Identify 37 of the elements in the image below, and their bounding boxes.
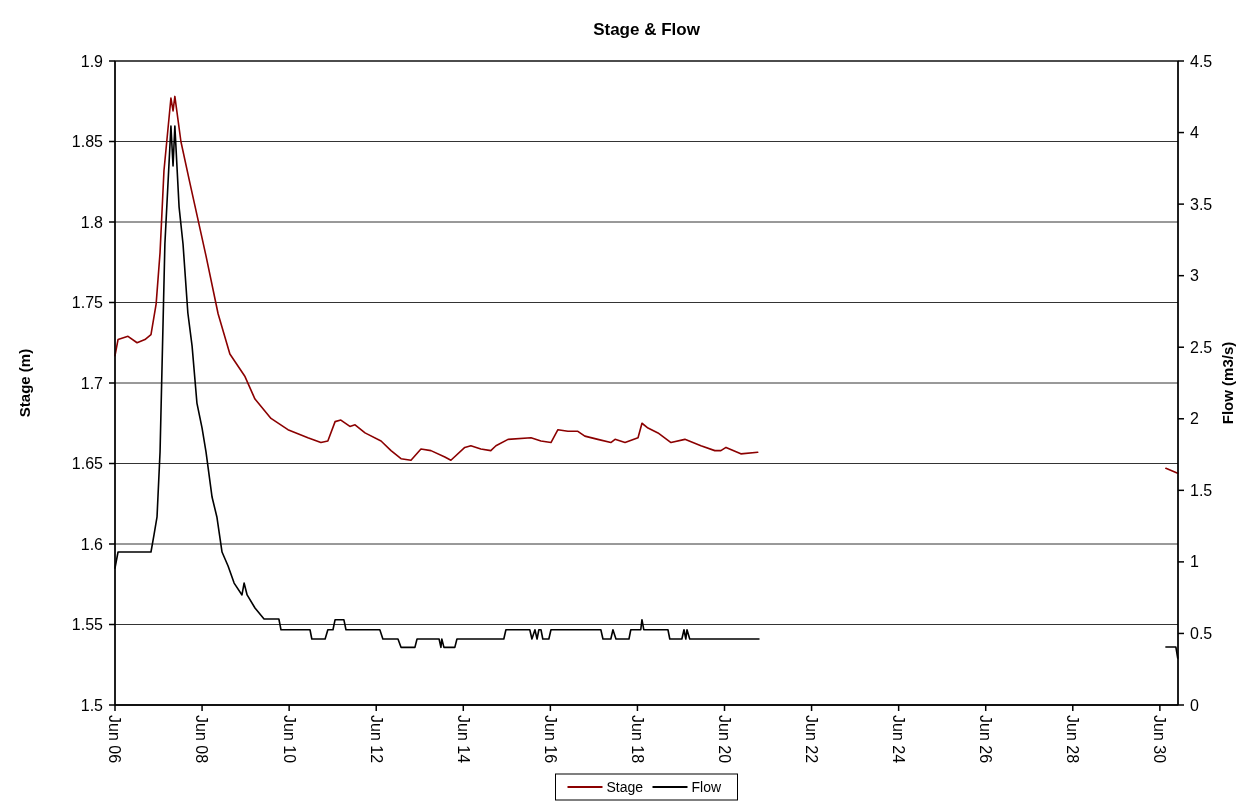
legend-label: Stage [606, 778, 644, 795]
x-tick-label: Jun 10 [280, 715, 298, 764]
x-tick-label: Jun 14 [454, 715, 472, 764]
y-tick-label: 1.85 [71, 133, 104, 151]
x-tick-label: Jun 08 [193, 715, 211, 764]
y-tick-label: 1.5 [80, 696, 104, 714]
legend-label: Flow [691, 778, 722, 795]
y2-tick-label: 2.5 [1190, 338, 1213, 356]
y-tick-label: 1.65 [71, 455, 104, 473]
x-tick-label: Jun 30 [1151, 715, 1169, 764]
x-tick-label: Jun 18 [628, 715, 646, 764]
y2-tick-label: 1 [1190, 553, 1199, 571]
y-tick-label: 1.55 [71, 616, 104, 634]
x-tick-label: Jun 26 [977, 715, 995, 764]
x-tick-label: Jun 12 [367, 715, 385, 764]
y2-tick-label: 3.5 [1190, 195, 1213, 213]
y-axis-title: Stage (m) [16, 348, 33, 418]
y2-tick-label: 4.5 [1190, 52, 1213, 70]
y2-tick-label: 4 [1190, 124, 1199, 142]
chart-title: Stage & Flow [593, 20, 701, 39]
y2-tick-label: 3 [1190, 267, 1199, 285]
y-tick-label: 1.9 [80, 52, 104, 70]
x-tick-label: Jun 20 [715, 715, 733, 764]
x-tick-label: Jun 24 [890, 715, 908, 764]
y2-tick-label: 0.5 [1190, 625, 1213, 643]
y2-tick-label: 2 [1190, 410, 1199, 428]
x-tick-label: Jun 22 [802, 715, 820, 764]
x-tick-label: Jun 16 [541, 715, 559, 764]
y-tick-label: 1.6 [80, 535, 104, 553]
x-tick-label: Jun 28 [1064, 715, 1082, 764]
y-tick-label: 1.8 [80, 213, 104, 231]
y-tick-label: 1.75 [71, 294, 104, 312]
y2-tick-label: 0 [1190, 696, 1199, 714]
x-tick-label: Jun 06 [106, 715, 124, 764]
y2-tick-label: 1.5 [1190, 481, 1213, 499]
y2-axis-title: Flow (m3/s) [1219, 341, 1236, 425]
y-tick-label: 1.7 [80, 374, 104, 392]
